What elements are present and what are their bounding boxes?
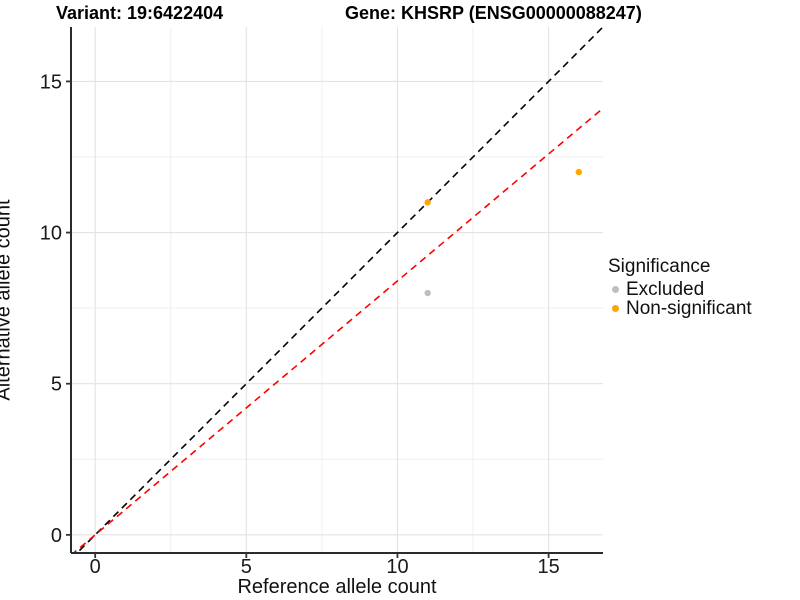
legend: Significance Excluded Non-significant <box>608 256 752 319</box>
y-tick-label: 0 <box>51 525 62 547</box>
x-tick-label: 5 <box>241 556 252 578</box>
expected-ratio-line <box>72 107 603 553</box>
non-significant-dot-icon <box>612 305 619 312</box>
y-tick-label: 5 <box>51 374 62 396</box>
legend-title: Significance <box>608 256 711 277</box>
legend-item-label: Excluded <box>626 278 705 300</box>
y-axis-title: Alternative allele count <box>0 199 15 401</box>
data-point-non-significant <box>424 199 431 206</box>
x-tick-label: 0 <box>90 556 101 578</box>
excluded-dot-icon <box>612 286 619 293</box>
variant-title: Variant: 19:6422404 <box>56 3 224 23</box>
gene-title: Gene: KHSRP (ENSG00000088247) <box>345 3 642 23</box>
x-tick-label: 15 <box>537 556 559 578</box>
data-point-non-significant <box>575 168 583 176</box>
legend-item-label: Non-significant <box>626 297 752 319</box>
data-point-excluded <box>424 289 431 297</box>
legend-item-excluded: Excluded <box>608 278 752 300</box>
x-tick-label: 10 <box>386 556 408 578</box>
x-axis-title: Reference allele count <box>237 576 437 598</box>
y-tick-label: 15 <box>40 71 62 93</box>
y-tick-label: 10 <box>40 223 62 245</box>
legend-item-non-significant: Non-significant <box>608 297 752 319</box>
identity-line <box>75 27 603 553</box>
